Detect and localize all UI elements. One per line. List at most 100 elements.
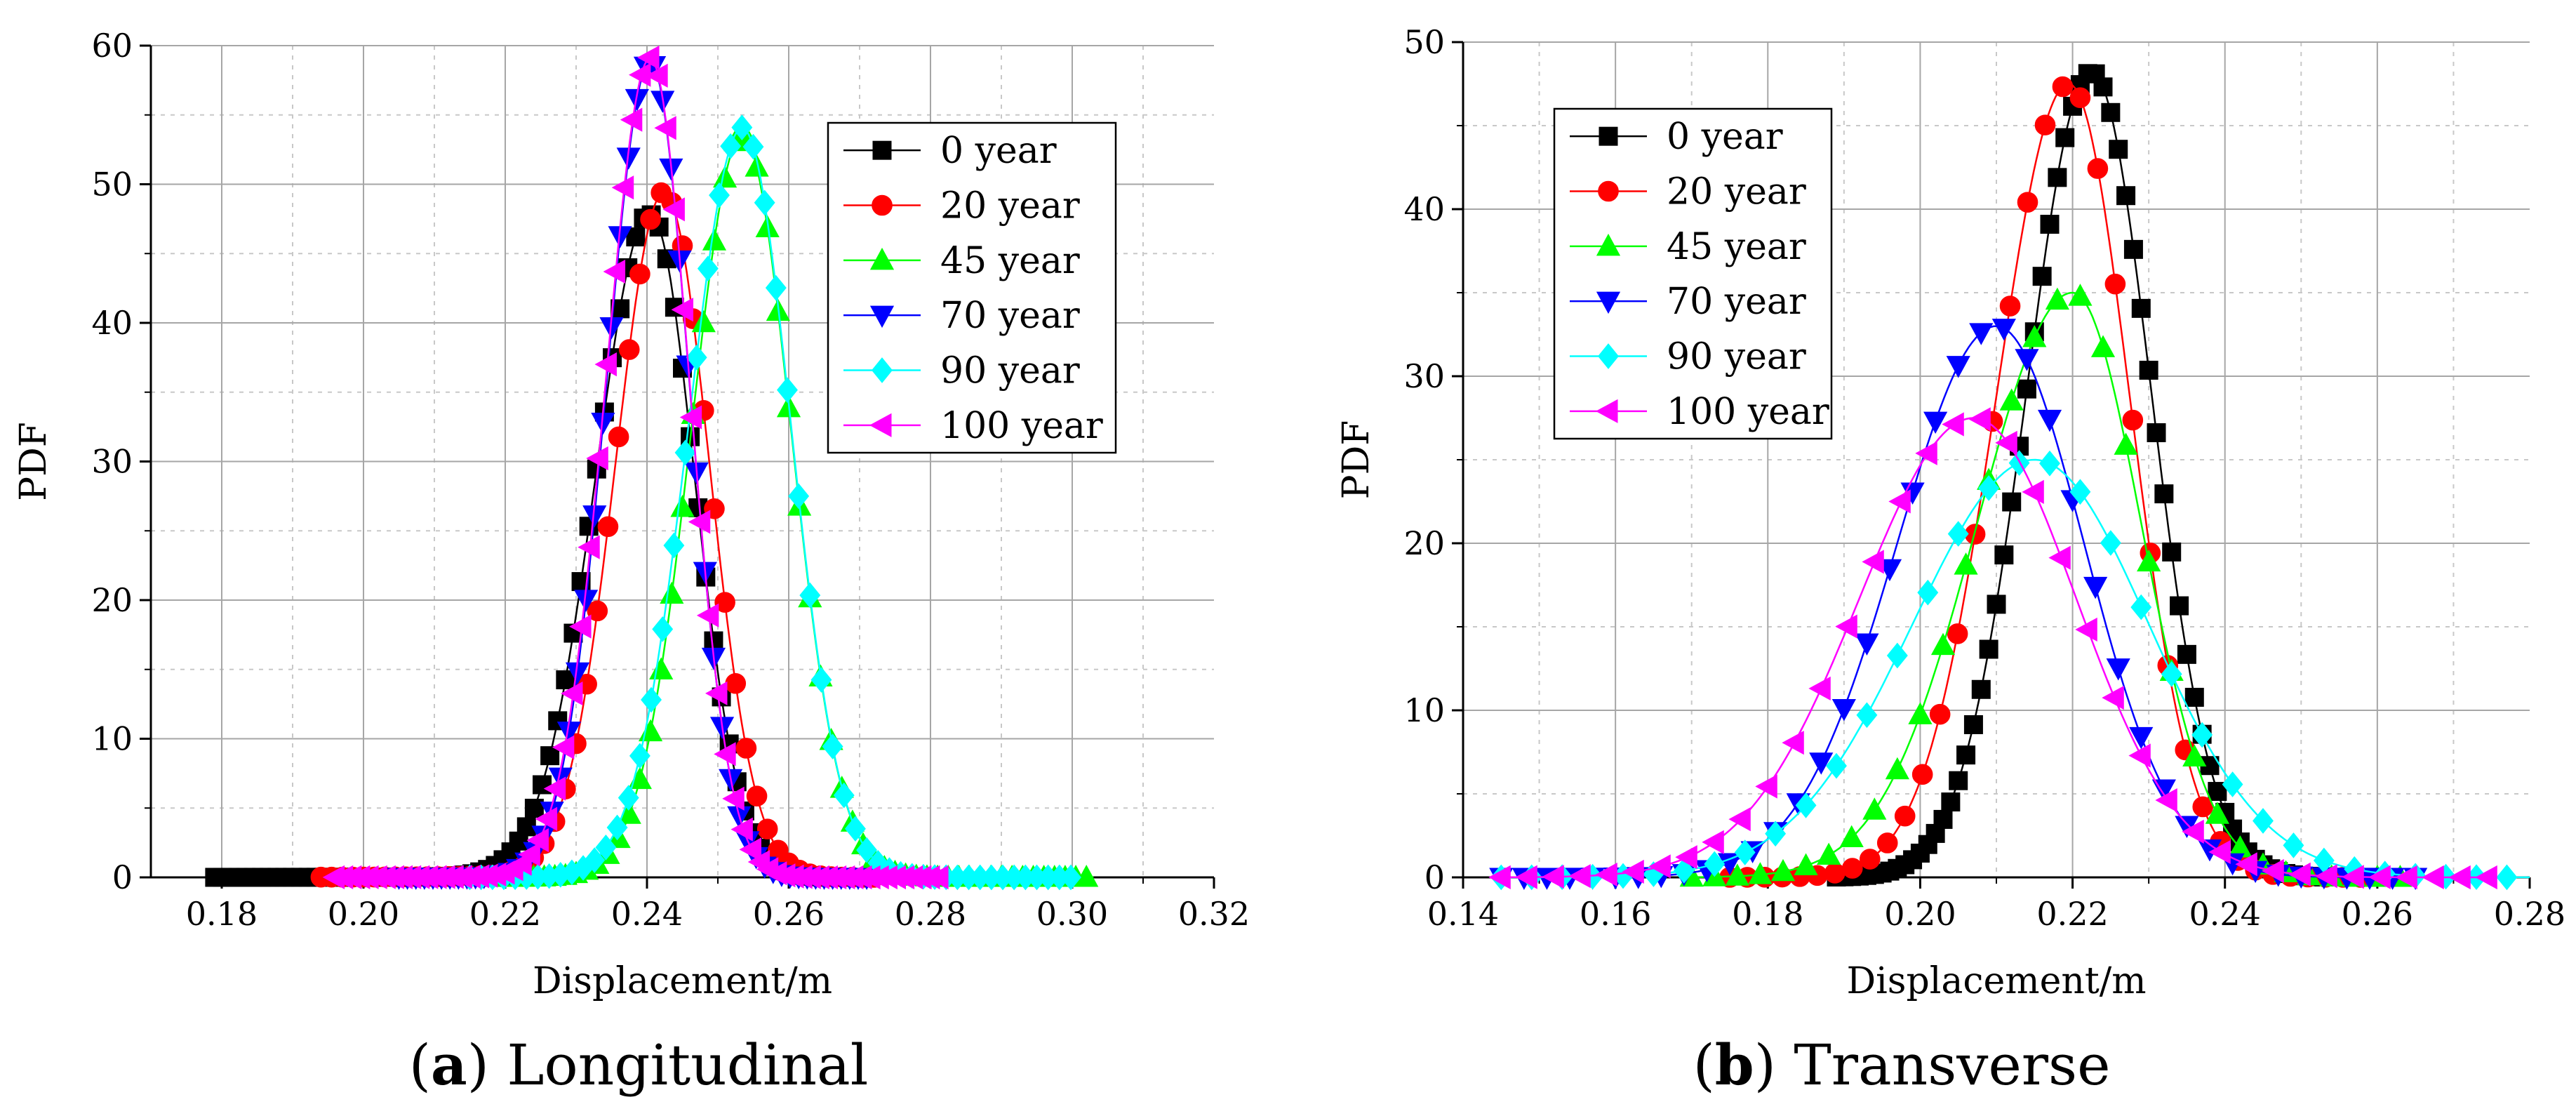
legend-item: 0 year [843,130,1057,172]
data-point [705,681,728,705]
data-point [1886,642,1908,669]
data-point [1755,774,1777,799]
legend: 0 year 20 year 45 year 70 year 90 year 100 ye… [1553,107,1833,440]
data-point [1877,559,1902,582]
data-point [1675,845,1697,870]
data-point [2315,864,2337,889]
data-point [2170,596,2189,616]
data-point [674,439,696,466]
legend-marker [869,305,895,328]
data-point [603,259,626,284]
data-point [2139,360,2158,380]
caption-a-text: Longitudinal [489,1032,868,1098]
data-point [1929,703,1951,725]
data-point [2032,267,2052,286]
data-point [679,405,702,430]
legend-label: 70 year [940,295,1080,337]
data-point [722,786,745,811]
data-point [2122,409,2144,431]
data-point [2496,864,2518,891]
data-point [735,738,757,759]
series-0-year [1827,64,2334,887]
data-point [1702,830,1724,854]
y-axis-title: PDF [1335,420,1377,500]
data-point [595,835,617,861]
data-point [1515,865,1537,889]
legend-item: 20 year [1570,171,1806,213]
panel-a-longitudinal: 0.18 0.20 0.22 0.24 0.26 0.28 0.30 0.32 0 10 20 30 4… [13,27,1250,1002]
x-tick-label: 0.32 [1178,895,1250,933]
data-point [1947,521,1969,547]
data-point [2116,186,2136,206]
data-point [2422,865,2444,890]
data-point [2101,102,2121,122]
y-tick-label: 10 [91,720,133,758]
legend-marker [869,413,892,437]
legend-marker [872,140,892,160]
data-point [2147,423,2166,442]
data-point [1917,579,1939,606]
data-point [713,165,738,188]
y-tick-label: 0 [112,858,133,896]
data-point [652,616,674,642]
data-point [2368,865,2391,889]
data-point [1978,475,2000,501]
data-point [606,814,628,841]
data-point [1933,809,1953,829]
data-point [1979,639,1998,659]
data-point [739,837,761,862]
x-tick-label: 0.20 [328,895,399,933]
series-line [214,211,846,879]
data-point [1876,832,1898,853]
data-point [2015,349,2039,371]
data-point [1885,757,1909,780]
data-point [1942,412,1964,437]
x-tick-label: 0.28 [2494,895,2565,933]
data-point [569,614,592,639]
legend-item: 70 year [843,295,1080,337]
ticks: 0.18 0.20 0.22 0.24 0.26 0.28 0.30 0.32 0 10 20 30 4… [91,27,1250,933]
data-point [2037,409,2062,432]
legend-marker [1596,291,1621,314]
data-point [2022,479,2044,504]
x-axis-title: Displacement/m [1846,960,2146,1002]
data-point [2040,215,2060,234]
data-point [2222,771,2243,797]
series-100-year [1488,407,2497,890]
data-point [535,806,558,831]
data-point [765,274,787,301]
data-point [2069,87,2091,108]
legend-item: 45 year [1570,226,1806,268]
data-point [1947,623,1968,644]
x-tick-label: 0.30 [1036,895,1108,933]
caption-a: (a) Longitudinal [409,1032,869,1098]
data-point [720,133,742,159]
y-tick-label: 10 [1403,691,1445,729]
data-point [1946,356,1970,378]
data-point [2137,549,2161,572]
data-point [2208,839,2231,864]
data-point [540,746,560,766]
data-point [1826,752,1847,779]
series-100-year [322,45,949,890]
data-point [1842,858,1863,879]
data-point [649,657,674,679]
data-point [620,107,643,132]
data-point [2342,865,2364,889]
data-point [2034,114,2056,135]
legend-label: 20 year [940,185,1080,227]
data-point [2069,479,2091,505]
data-point [822,733,843,759]
data-point [754,190,775,216]
legend-marker [1598,180,1619,202]
data-point [2283,832,2304,858]
data-point [1908,702,1933,724]
data-point [777,377,798,404]
legend-item: 100 year [843,405,1103,447]
data-point [1991,319,2016,341]
data-point [2087,158,2109,179]
data-point [646,63,668,88]
legend-label: 100 year [1667,391,1829,433]
data-point [2052,76,2074,98]
data-point [1956,745,1976,765]
